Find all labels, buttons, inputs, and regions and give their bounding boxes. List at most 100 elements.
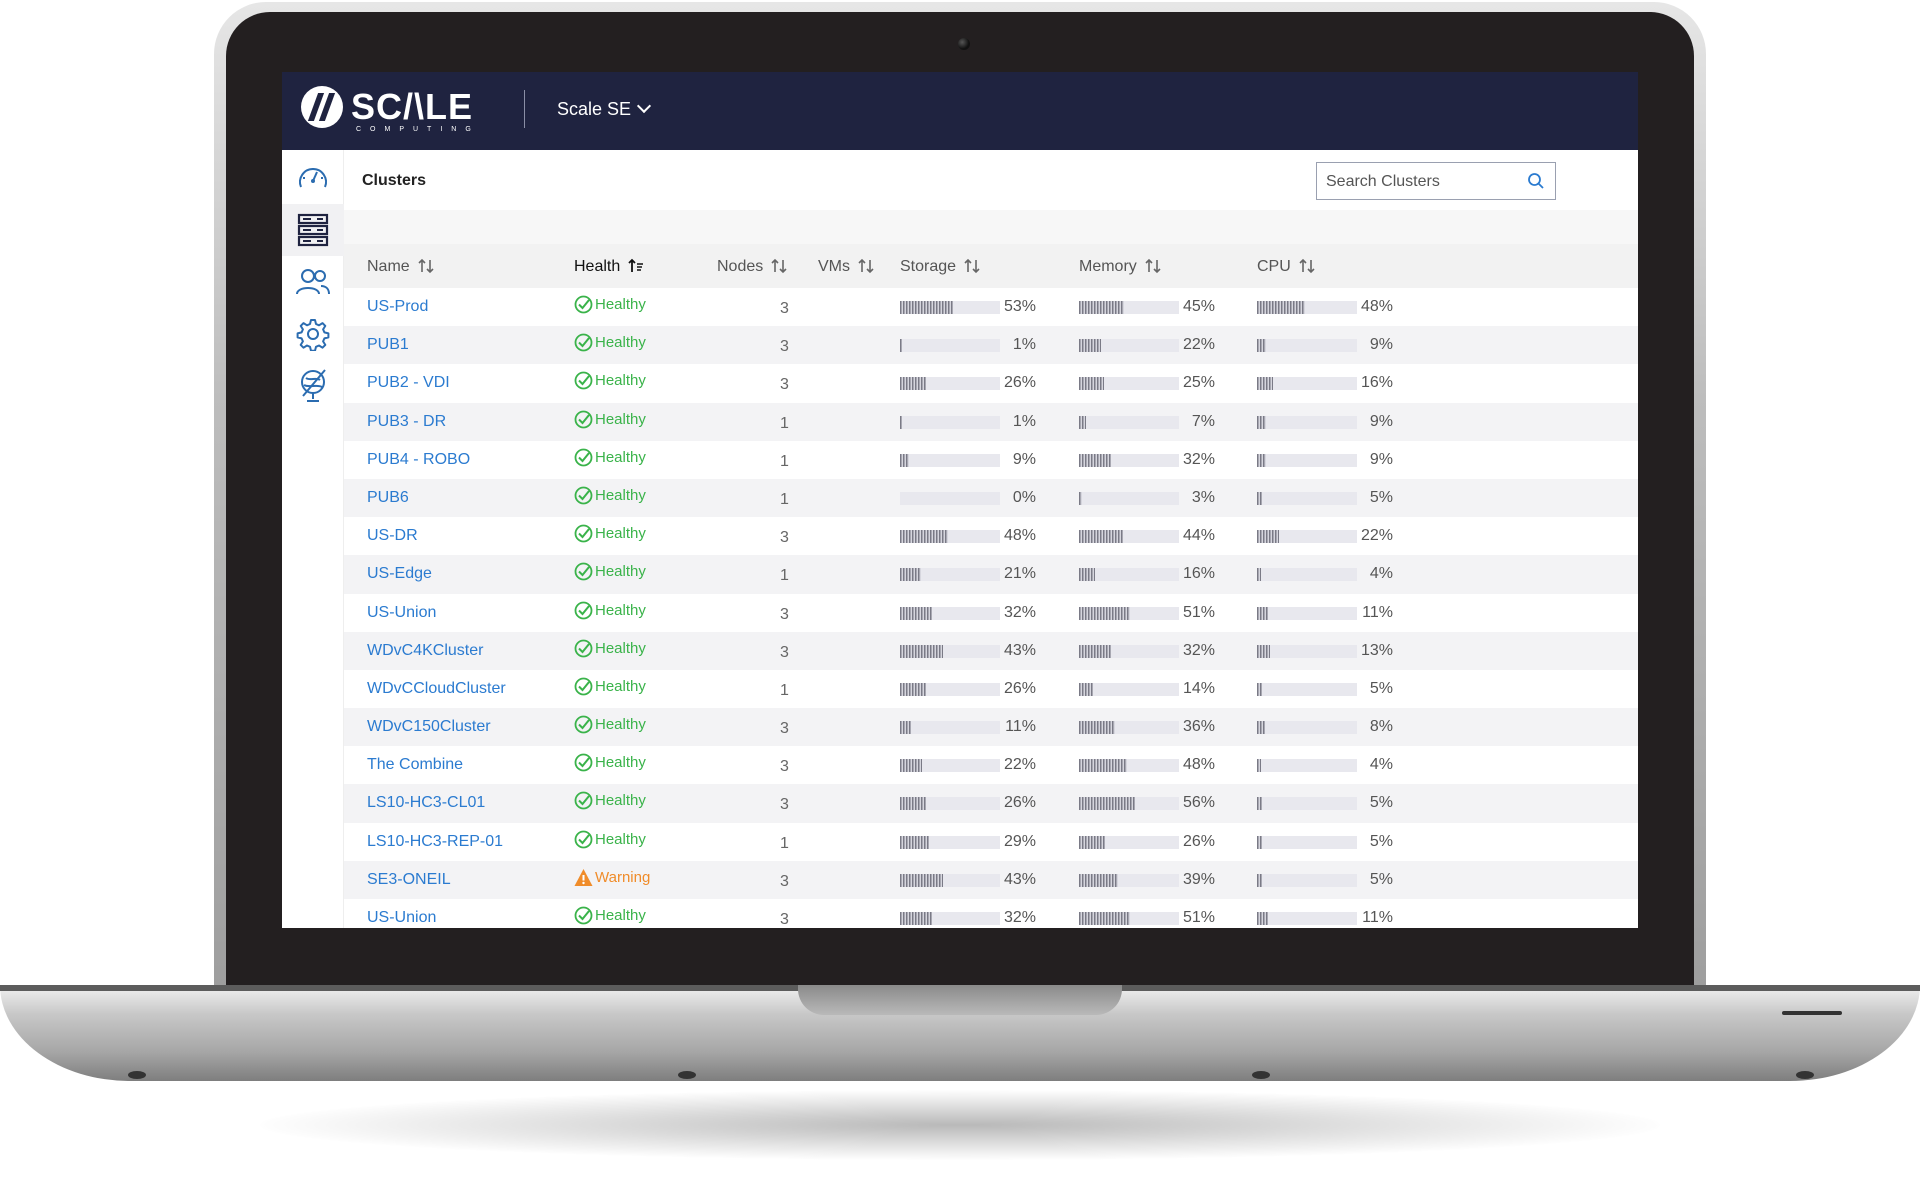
health-label: Healthy — [595, 639, 646, 657]
health-label: Healthy — [595, 792, 646, 810]
cpu-bar-fill — [1257, 339, 1266, 353]
cluster-name-link[interactable]: US-Prod — [367, 298, 429, 315]
search-input[interactable]: Search Clusters — [1316, 162, 1556, 200]
column-header-vms[interactable]: VMs — [818, 258, 874, 276]
storage-usage: 26% — [900, 374, 1040, 391]
health-label: Healthy — [595, 830, 646, 848]
memory-percent: 22% — [1182, 336, 1215, 354]
cluster-name-link[interactable]: PUB1 — [367, 336, 409, 354]
column-header-name[interactable]: Name — [367, 258, 434, 276]
check-circle-icon — [574, 639, 593, 658]
nav-clusters[interactable] — [282, 204, 344, 256]
column-header-label: VMs — [818, 258, 850, 275]
cpu-bar-fill — [1257, 606, 1268, 620]
storage-usage: 22% — [900, 756, 1040, 773]
cluster-name-link[interactable]: US-Union — [367, 603, 437, 621]
health-status: Healthy — [574, 791, 646, 810]
storage-usage: 43% — [900, 642, 1040, 659]
cpu-bar-track — [1257, 644, 1357, 658]
memory-bar-fill — [1079, 682, 1093, 696]
memory-bar-track — [1079, 682, 1179, 696]
sort-icon[interactable] — [858, 258, 874, 274]
column-header-storage[interactable]: Storage — [900, 258, 980, 276]
cpu-percent: 9% — [1369, 336, 1393, 354]
cluster-name-link[interactable]: PUB4 - ROBO — [367, 450, 471, 468]
health-status: Healthy — [574, 906, 646, 925]
sort-icon[interactable] — [771, 258, 787, 274]
column-header-health[interactable]: Health — [574, 258, 644, 276]
cluster-name-link[interactable]: PUB6 — [367, 488, 409, 506]
storage-bar-fill — [900, 721, 911, 735]
org-selector[interactable]: Scale SE — [557, 98, 652, 120]
memory-percent: 3% — [1191, 488, 1215, 506]
cluster-name-link[interactable]: US-DR — [367, 527, 418, 545]
memory-usage: 22% — [1079, 336, 1219, 354]
cluster-name-link[interactable]: WDvCCloudCluster — [367, 679, 506, 697]
column-header-cpu[interactable]: CPU — [1257, 258, 1315, 276]
storage-percent: 48% — [1003, 527, 1036, 545]
cluster-name-link[interactable]: The Combine — [367, 756, 464, 774]
check-circle-icon — [574, 333, 593, 352]
cpu-percent: 13% — [1360, 641, 1393, 659]
cluster-name-link[interactable]: PUB2 - VDI — [367, 374, 450, 392]
cluster-name-link[interactable]: US-Edge — [367, 565, 432, 583]
cpu-bar-track — [1257, 453, 1357, 467]
table-row: US-ProdHealthy327 / 7953%45%48% — [344, 288, 1638, 326]
node-count: 1 — [780, 414, 789, 432]
cluster-name-link[interactable]: LS10-HC3-CL01 — [367, 794, 486, 812]
cluster-name-link[interactable]: WDvC150Cluster — [367, 718, 491, 736]
memory-bar-track — [1079, 301, 1179, 314]
memory-usage: 39% — [1079, 871, 1219, 888]
memory-bar-fill — [1079, 644, 1111, 658]
cpu-bar-fill — [1257, 530, 1279, 544]
sort-icon[interactable] — [1145, 258, 1161, 274]
memory-bar-fill — [1079, 721, 1115, 735]
cpu-percent: 16% — [1360, 374, 1393, 392]
cpu-usage: 5% — [1257, 871, 1397, 888]
health-status: Healthy — [574, 830, 646, 849]
check-circle-icon — [574, 562, 593, 581]
sort-icon[interactable] — [418, 258, 434, 274]
cpu-percent: 22% — [1360, 527, 1393, 545]
memory-usage: 36% — [1079, 718, 1219, 735]
nav-users[interactable] — [282, 256, 344, 308]
memory-usage: 45% — [1079, 298, 1219, 315]
cpu-bar-track — [1257, 759, 1357, 773]
sort-icon[interactable] — [1299, 258, 1315, 274]
check-circle-icon — [574, 677, 593, 696]
nav-remote-support[interactable] — [282, 360, 344, 412]
storage-bar-track — [900, 491, 1000, 505]
storage-usage: 29% — [900, 833, 1040, 850]
storage-percent: 53% — [1003, 298, 1036, 315]
cluster-name-link[interactable]: PUB3 - DR — [367, 412, 447, 430]
cpu-percent: 11% — [1362, 603, 1393, 621]
column-header-nodes[interactable]: Nodes — [717, 258, 787, 276]
sort-ascending-icon[interactable] — [628, 258, 644, 274]
column-header-memory[interactable]: Memory — [1079, 258, 1161, 276]
table-header: Name Health Nodes VMs Storage Memory CPU — [344, 244, 1638, 288]
sort-icon[interactable] — [964, 258, 980, 274]
nav-dashboard[interactable] — [282, 152, 344, 204]
cluster-name-link[interactable]: WDvC4KCluster — [367, 641, 484, 659]
laptop-foot — [678, 1071, 696, 1079]
health-label: Healthy — [595, 296, 646, 313]
memory-usage: 51% — [1079, 604, 1219, 621]
settings-icon — [296, 319, 330, 351]
nav-settings[interactable] — [282, 308, 344, 360]
health-status: Healthy — [574, 562, 646, 581]
scale-logo[interactable]: SC/\LE COMPUTING — [301, 86, 481, 136]
health-status: Healthy — [574, 333, 646, 352]
memory-usage: 26% — [1079, 833, 1219, 850]
memory-bar-track — [1079, 721, 1179, 735]
health-status: Healthy — [574, 639, 646, 658]
node-count: 3 — [780, 376, 789, 394]
search-icon[interactable] — [1527, 172, 1545, 190]
memory-percent: 32% — [1182, 641, 1215, 659]
storage-bar-track — [900, 759, 1000, 773]
cluster-name-link[interactable]: SE3-ONEIL — [367, 870, 451, 888]
health-label: Healthy — [595, 907, 646, 924]
storage-bar-track — [900, 912, 1000, 925]
cluster-name-link[interactable]: US-Union — [367, 909, 437, 926]
cluster-name-link[interactable]: LS10-HC3-REP-01 — [367, 832, 504, 850]
health-status: Healthy — [574, 524, 646, 543]
